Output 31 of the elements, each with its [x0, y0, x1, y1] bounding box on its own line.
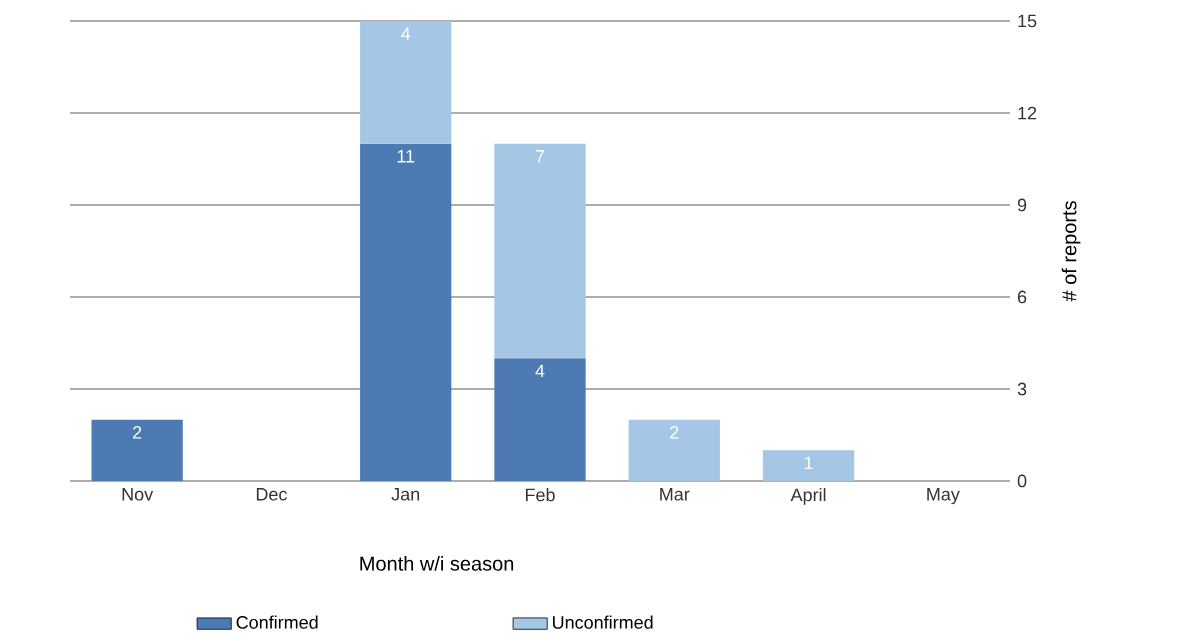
- data-label: 2: [133, 426, 142, 439]
- x-tick-label: Jan: [391, 488, 420, 501]
- bar: [494, 143, 586, 359]
- y-axis-title: # of reports: [1061, 201, 1081, 302]
- y-tick-label: 3: [1017, 382, 1027, 396]
- legend-label: Unconfirmed: [553, 615, 653, 629]
- bar: [628, 419, 720, 481]
- data-label: 1: [804, 456, 813, 470]
- y-tick-label: 15: [1018, 14, 1037, 28]
- data-label: 4: [535, 364, 545, 378]
- y-tick-label: 6: [1017, 290, 1027, 304]
- x-tick-label: April: [790, 488, 826, 505]
- data-label: 2: [670, 426, 679, 439]
- x-axis-title: Month w/i season: [360, 556, 514, 571]
- x-tick-label: Nov: [122, 488, 154, 501]
- data-label: 11: [397, 150, 415, 163]
- x-tick-label: Mar: [660, 488, 690, 501]
- bar: [494, 358, 586, 481]
- y-tick-label: 9: [1017, 198, 1027, 212]
- x-tick-label: Dec: [256, 488, 287, 501]
- y-tick-label: 0: [1017, 474, 1027, 488]
- y-tick-label: 12: [1018, 106, 1037, 120]
- x-tick-label: May: [927, 488, 960, 505]
- bar: [91, 419, 183, 481]
- data-label: 4: [401, 27, 411, 40]
- bar: [360, 20, 452, 144]
- data-label: 7: [535, 150, 545, 163]
- bar: [762, 450, 855, 481]
- legend-label: Confirmed: [236, 615, 318, 629]
- bar: [360, 143, 452, 481]
- x-tick-label: Feb: [525, 488, 555, 502]
